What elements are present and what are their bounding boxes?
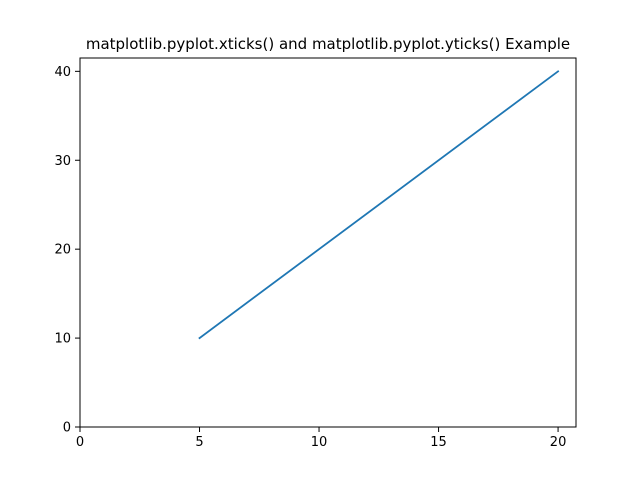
plot-area: 0 5 10 15 20 0 10 20 30 40 <box>54 57 577 450</box>
x-tick-label: 5 <box>195 435 203 450</box>
x-tick-label: 0 <box>76 435 84 450</box>
series-line-0 <box>198 70 560 340</box>
chart-title: matplotlib.pyplot.xticks() and matplotli… <box>86 35 570 53</box>
x-tick-label: 10 <box>311 435 328 450</box>
y-tick-label: 20 <box>54 243 71 258</box>
y-tick-label: 10 <box>54 332 71 347</box>
axes-frame <box>79 57 577 428</box>
y-tick-label: 0 <box>63 421 71 436</box>
x-tick-label: 20 <box>550 435 567 450</box>
x-tick-label: 15 <box>430 435 447 450</box>
y-tick-label: 30 <box>54 154 71 169</box>
y-tick-label: 40 <box>54 65 71 80</box>
